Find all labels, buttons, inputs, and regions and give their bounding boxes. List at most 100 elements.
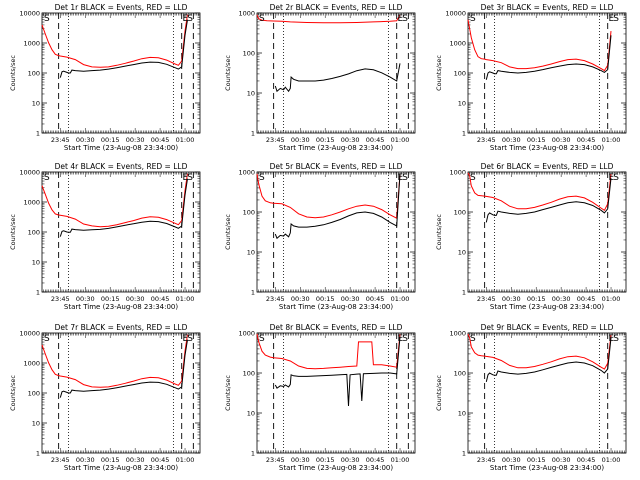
subplot-4: Det 4r BLACK = Events, RED = LLD 1 10 100 10… [9, 162, 201, 311]
time-marker-label: S [259, 14, 265, 24]
events-series-line [59, 19, 188, 78]
time-marker-label: S [470, 14, 476, 24]
lld-series-line [467, 19, 612, 72]
time-marker-label: S [613, 14, 619, 24]
time-marker-label: S [613, 334, 619, 344]
y-axis-label: Counts/sec [224, 214, 232, 250]
lld-series-line [467, 172, 612, 212]
x-axis-label: Start Time (23-Aug-08 23:34:00) [490, 303, 604, 311]
y-tick-label: 1000 [23, 360, 40, 368]
x-axis-label: Start Time (23-Aug-08 23:34:00) [64, 303, 178, 311]
subplot-6: Det 6r BLACK = Events, RED = LLD 1 10 100 10… [435, 162, 627, 311]
x-tick-label: 00:30 [552, 136, 571, 144]
y-tick-label: 100 [454, 370, 466, 378]
subplot-title: Det 5r BLACK = Events, RED = LLD [270, 162, 403, 171]
plot-frame [41, 12, 201, 134]
events-series-line [485, 35, 612, 80]
time-marker-label: S [470, 334, 476, 344]
y-tick-label: 10000 [19, 10, 40, 18]
lld-series-line [467, 333, 612, 370]
subplot-title: Det 6r BLACK = Events, RED = LLD [481, 162, 614, 171]
y-tick-label: 10000 [445, 10, 466, 18]
x-tick-label: 01:00 [602, 456, 621, 464]
y-tick-label: 1000 [23, 40, 40, 48]
time-marker-label: S [44, 173, 50, 183]
plot-frame [256, 171, 416, 293]
y-tick-label: 100 [28, 390, 40, 398]
y-tick-label: 10 [32, 100, 40, 108]
x-tick-label: 00:30 [291, 456, 310, 464]
time-marker-label: E [609, 14, 615, 24]
y-tick-label: 1000 [449, 40, 466, 48]
events-series-line [59, 339, 188, 398]
time-marker-label: S [187, 14, 193, 24]
y-tick-label: 100 [28, 70, 40, 78]
lld-series-line [256, 333, 401, 370]
x-tick-label: 01:00 [176, 456, 195, 464]
x-tick-label: 00:45 [366, 295, 385, 303]
x-tick-label: 01:00 [391, 295, 410, 303]
y-tick-label: 1000 [238, 169, 255, 177]
x-tick-label: 00:30 [291, 295, 310, 303]
x-tick-label: 00:30 [76, 136, 95, 144]
time-marker-label: E [183, 334, 189, 344]
y-axis-label: Counts/sec [224, 375, 232, 411]
subplot-3: Det 3r BLACK = Events, RED = LLD 1 10 100 10… [435, 3, 627, 152]
subplot-7: Det 7r BLACK = Events, RED = LLD 1 10 100 10… [9, 323, 201, 472]
y-tick-label: 100 [243, 209, 255, 217]
subplot-1: Det 1r BLACK = Events, RED = LLD 1 10 100 10… [9, 3, 201, 152]
y-tick-label: 1 [462, 450, 466, 458]
x-tick-label: 00:30 [126, 456, 145, 464]
x-tick-label: 00:30 [126, 136, 145, 144]
lld-series-line [41, 173, 188, 228]
y-axis-label: Counts/sec [435, 55, 443, 91]
subplot-title: Det 9r BLACK = Events, RED = LLD [481, 323, 614, 332]
x-tick-label: 00:15 [101, 295, 120, 303]
subplot-5: Det 5r BLACK = Events, RED = LLD 1 10 100 10… [224, 162, 416, 311]
x-tick-label: 00:30 [291, 136, 310, 144]
y-tick-label: 1000 [449, 330, 466, 338]
x-tick-label: 00:45 [577, 295, 596, 303]
y-tick-label: 1000 [23, 199, 40, 207]
x-tick-label: 23:45 [51, 136, 70, 144]
plot-frame [41, 332, 201, 454]
time-marker-label: E [183, 14, 189, 24]
x-tick-label: 23:45 [51, 456, 70, 464]
x-tick-label: 23:45 [51, 295, 70, 303]
time-marker-label: S [402, 14, 408, 24]
subplot-title: Det 8r BLACK = Events, RED = LLD [270, 323, 403, 332]
x-tick-label: 01:00 [391, 136, 410, 144]
events-series-line [485, 337, 612, 383]
x-tick-label: 00:45 [151, 136, 170, 144]
y-axis-label: Counts/sec [9, 55, 17, 91]
time-marker-label: S [613, 173, 619, 183]
time-marker-label: S [402, 334, 408, 344]
x-tick-label: 23:45 [266, 295, 285, 303]
x-axis-label: Start Time (23-Aug-08 23:34:00) [279, 464, 393, 472]
x-tick-label: 00:45 [151, 295, 170, 303]
x-tick-label: 00:45 [151, 456, 170, 464]
x-tick-label: 00:30 [552, 295, 571, 303]
time-marker-label: S [187, 334, 193, 344]
x-tick-label: 00:30 [341, 136, 360, 144]
x-tick-label: 00:30 [502, 456, 521, 464]
x-tick-label: 23:45 [477, 136, 496, 144]
time-marker-label: E [609, 334, 615, 344]
x-tick-label: 00:45 [366, 456, 385, 464]
y-tick-label: 1 [36, 130, 40, 138]
x-axis-label: Start Time (23-Aug-08 23:34:00) [279, 303, 393, 311]
y-tick-label: 10 [247, 90, 255, 98]
plot-frame [256, 332, 416, 454]
y-tick-label: 100 [243, 50, 255, 58]
y-tick-label: 10 [458, 100, 466, 108]
x-tick-label: 00:15 [101, 136, 120, 144]
time-marker-label: E [183, 173, 189, 183]
x-tick-label: 00:15 [527, 456, 546, 464]
x-tick-label: 00:15 [316, 295, 335, 303]
x-tick-label: 00:30 [502, 295, 521, 303]
x-axis-label: Start Time (23-Aug-08 23:34:00) [490, 464, 604, 472]
x-axis-label: Start Time (23-Aug-08 23:34:00) [64, 464, 178, 472]
x-axis-label: Start Time (23-Aug-08 23:34:00) [64, 144, 178, 152]
plot-frame [467, 171, 627, 293]
plot-frame [467, 332, 627, 454]
